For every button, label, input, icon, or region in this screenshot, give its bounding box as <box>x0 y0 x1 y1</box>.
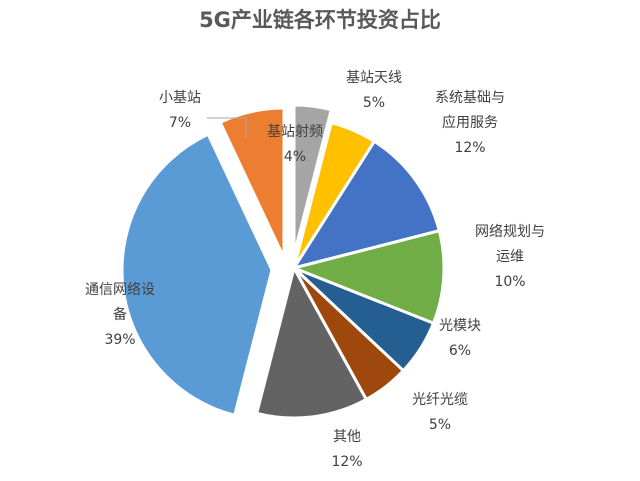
slice-labels: 基站射频 4%基站天线 5% 系统基础与应用服务 12%网络规划与运维 10%光模块 6%光… <box>85 69 545 470</box>
pie-slice-2 <box>292 139 441 270</box>
slice-name-label: 其他 <box>333 429 361 445</box>
slice-name-label: 光纤光缆 <box>412 392 468 408</box>
slice-label-1: 基站天线 5% <box>346 69 402 111</box>
pie-slice-0 <box>292 103 333 257</box>
slice-name-label: 基站射频 <box>267 123 323 140</box>
pie-slices <box>120 103 446 420</box>
slice-name-label: 光模块 <box>439 318 481 334</box>
slice-name-label: 系统基础与 <box>435 89 505 106</box>
slice-value-label: 4% <box>284 149 306 165</box>
slice-name-label: 通信网络设 <box>85 282 155 298</box>
slice-label-5: 光纤光缆 5% <box>412 392 468 433</box>
slice-label-2: 系统基础与应用服务 12% <box>435 89 505 156</box>
slice-value-label: 12% <box>331 454 362 470</box>
slice-label-7: 通信网络设备 39% <box>85 282 155 348</box>
slice-value-label: 6% <box>449 343 471 359</box>
leader-line-8 <box>207 117 247 138</box>
slice-value-label: 39% <box>104 332 135 348</box>
pie-slice-8 <box>218 106 286 260</box>
slice-value-label: 10% <box>494 274 525 290</box>
slice-label-8: 小基站 7% <box>159 89 201 131</box>
pie-slice-3 <box>292 229 446 325</box>
pie-slice-6 <box>255 266 368 420</box>
slice-value-label: 5% <box>363 95 385 111</box>
slice-name-label: 小基站 <box>159 89 201 106</box>
slice-label-0: 基站射频 4% <box>267 123 323 165</box>
slice-label-3: 网络规划与运维 10% <box>475 224 545 290</box>
slice-value-label: 12% <box>454 140 485 156</box>
slice-label-6: 其他 12% <box>331 429 362 470</box>
pie-slice-7 <box>120 132 274 417</box>
slice-value-label: 7% <box>169 115 191 131</box>
chart-title: 5G产业链各环节投资占比 <box>199 8 441 32</box>
slice-value-label: 5% <box>429 417 451 433</box>
slice-name-label: 基站天线 <box>346 69 402 86</box>
slice-name-label: 网络规划与 <box>475 224 545 240</box>
slice-name-label: 应用服务 <box>442 114 498 131</box>
slice-label-4: 光模块 6% <box>439 318 481 359</box>
slice-name-label: 备 <box>113 306 127 323</box>
slice-name-label: 运维 <box>496 249 524 265</box>
leader-lines <box>207 117 247 138</box>
